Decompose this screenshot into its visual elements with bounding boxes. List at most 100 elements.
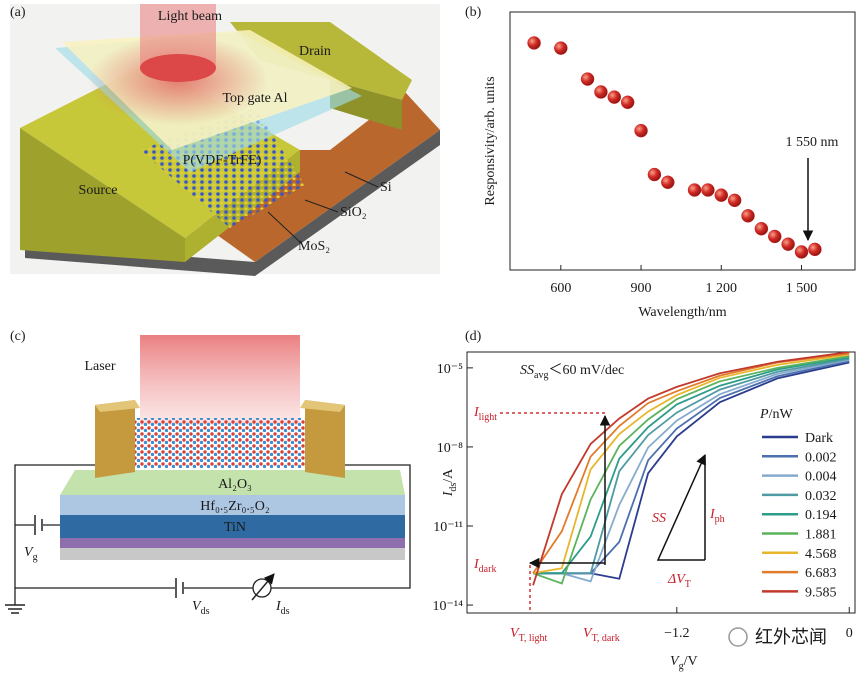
legend-label: 6.683 [805,566,837,581]
legend-label: 4.568 [805,547,837,562]
x-tick-label: 900 [631,281,652,296]
x-tick-label: 1 500 [786,281,818,296]
legend-title-part: /nW [769,407,794,422]
battery-gap [175,578,184,598]
data-point [594,85,608,99]
bottom-layer [60,538,405,548]
annotation: ΔVT [667,572,691,590]
annotation-part: I [709,507,716,522]
circuit-label-part: ds [281,606,290,617]
annotation: SS [652,511,666,526]
plot-frame [466,351,856,614]
annotation-part: dark [479,564,497,575]
substrate [25,130,440,276]
legend-label: 9.585 [805,585,837,600]
series-line [532,352,850,586]
annotation-part: SS [520,363,534,378]
data-point [607,90,622,104]
annotation-part: ΔV [667,572,686,587]
annotation: Ilight [473,405,497,423]
data-point [580,72,595,86]
leader-line [304,199,339,213]
data-point [714,188,729,202]
y-axis-label: Responsivity/arb. units [483,76,498,205]
annotation: SSavg＜60 mV/dec [520,363,624,381]
y-tick-label: 10⁻¹¹ [433,520,463,535]
x-tick-label: 1 200 [706,281,738,296]
data-point [754,221,769,236]
diagram-label: Top gate Al [222,91,287,106]
circuit-label: Vds [192,599,210,617]
circuit-label-part: V [192,599,202,614]
data-point [701,183,715,197]
circuit-label: Vg [24,545,38,563]
diagram-label: MoS₂ [298,239,330,254]
diagram-label: TiN [224,520,246,535]
series-line [533,357,850,575]
diagram-label: Hf₀.₅Zr₀.₅O₂ [200,499,270,514]
x-axis-label-part: g [679,661,684,672]
panel-label: (a) [10,5,26,20]
annotation-part: ph [715,514,725,525]
y-tick-label: 10⁻⁵ [437,362,463,377]
y-axis-label-part: I [441,490,456,497]
annotation: VT, dark [583,626,620,644]
drain-block [230,22,412,100]
annotation: Idark [473,557,496,575]
annotation-part: avg [534,370,548,381]
diagram-label: Laser [84,359,115,374]
diagram-label: SiO₂ [340,205,367,220]
x-tick-label: 600 [550,281,571,296]
data-point [634,123,648,138]
annotation: 1 550 nm [786,135,839,150]
diagram-label: Light beam [158,9,222,24]
y-axis-label: Ids/A [441,468,459,497]
legend-label: Dark [805,431,833,446]
diagram-label: Source [79,183,118,198]
data-point [687,183,702,197]
series-line [532,353,850,575]
battery-gap [34,515,43,535]
x-axis-label: Vg/V [670,654,698,672]
diagram-label: Al₂O₃ [218,477,252,492]
triangle [656,454,706,561]
tin-layer [60,515,405,538]
beam-spot [140,54,216,82]
data-point [781,237,795,251]
leader-line [344,171,379,188]
annotation-part: I [473,557,480,572]
data-point [661,175,675,190]
annotation-part: light [479,412,498,423]
panel-label: (c) [10,329,26,344]
annotation-part: ＜60 mV/dec [548,363,624,378]
data-point [768,229,782,244]
series-line [533,359,850,583]
y-tick-label: 10⁻¹⁴ [433,599,464,614]
y-axis-label-part: /A [441,468,456,483]
electrode-left [95,400,135,478]
data-point [808,242,822,257]
data-point [794,245,809,259]
x-axis-label-part: /V [684,654,698,669]
x-tick-label: 0 [846,626,853,641]
series-line [533,356,850,575]
panel-label: (d) [465,329,482,344]
mos2-layer [110,418,335,468]
watermark-text: 红外芯闻 [755,627,827,648]
plot-frame [509,11,856,271]
y-axis-label-part: ds [448,483,459,492]
annotation-part: V [583,626,593,641]
data-point [620,95,635,110]
circuit-wire [15,464,411,589]
diagram-label: P(VDF-TrFE) [183,153,262,168]
leader-line [267,211,301,243]
plot-area [532,352,850,586]
annotation-part: T [685,579,691,590]
panel-label: (b) [465,5,482,20]
annotation-part: T, light [519,633,548,644]
data-point [741,209,755,223]
panel-a-illustration [10,4,440,276]
